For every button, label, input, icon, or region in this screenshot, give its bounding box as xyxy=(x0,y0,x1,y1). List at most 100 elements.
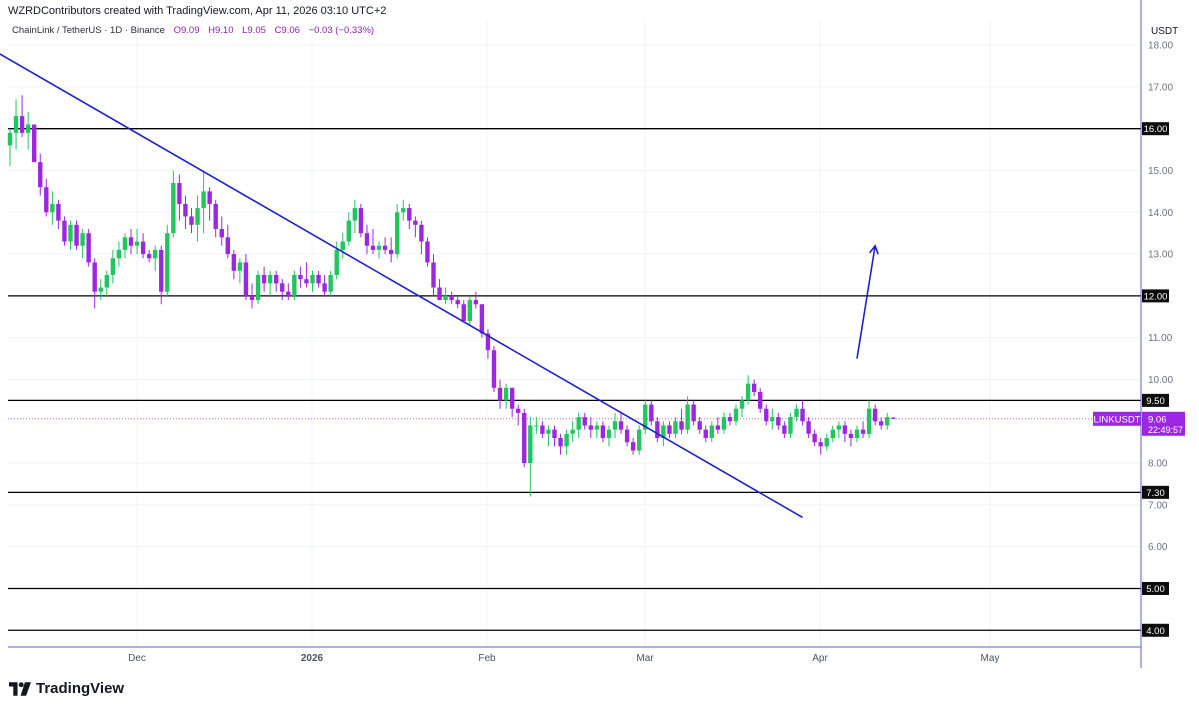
tradingview-logo-text: TradingView xyxy=(36,680,125,697)
candle xyxy=(503,383,509,409)
candle xyxy=(261,266,267,292)
candle-body xyxy=(540,425,545,434)
legend-change: −0.03 (−0.33%) xyxy=(308,25,375,36)
candle xyxy=(709,421,714,443)
candle xyxy=(751,379,757,397)
candle xyxy=(745,375,751,405)
level-price-label: 7.30 xyxy=(1146,488,1165,499)
candle-body xyxy=(727,417,733,422)
candle xyxy=(600,421,606,443)
candle xyxy=(116,241,122,267)
candle-body xyxy=(292,274,297,296)
candle xyxy=(255,270,261,305)
candle xyxy=(32,124,37,163)
candle xyxy=(885,412,890,430)
candle xyxy=(431,254,436,296)
candle-body xyxy=(715,425,721,430)
candle-body xyxy=(255,274,261,301)
level-price-box xyxy=(1142,485,1169,499)
candle-body xyxy=(32,124,37,163)
candle-body xyxy=(661,425,666,438)
candle-body xyxy=(564,433,569,447)
candle-body xyxy=(479,304,485,334)
candle xyxy=(546,425,551,447)
candles xyxy=(7,95,896,497)
candle-body xyxy=(19,116,25,133)
last-price-box xyxy=(1142,411,1185,436)
candle-body xyxy=(491,350,497,388)
candle-body xyxy=(594,425,600,430)
candle xyxy=(685,396,690,434)
candle xyxy=(794,404,799,422)
candle-body xyxy=(376,245,382,250)
symbol-legend[interactable]: ChainLink / TetherUS · 1D · Binance O9.0… xyxy=(12,25,374,36)
candle-body xyxy=(467,300,472,321)
candle-body xyxy=(140,241,146,255)
candle-body xyxy=(80,233,85,246)
candle-body xyxy=(600,425,606,438)
descending-trendline xyxy=(0,53,803,519)
candle-body xyxy=(316,274,321,284)
candle xyxy=(842,421,848,443)
price-tick-label: 8.00 xyxy=(1148,459,1168,470)
time-tick-label: Apr xyxy=(812,653,828,664)
candle xyxy=(165,224,170,296)
candle-body xyxy=(419,224,424,242)
candle xyxy=(340,233,345,259)
candle-body xyxy=(800,408,805,422)
candle-body xyxy=(134,241,140,246)
candle xyxy=(388,237,394,263)
candle xyxy=(370,229,376,255)
candle xyxy=(104,270,109,296)
candle xyxy=(19,95,25,138)
candle-body xyxy=(630,442,636,451)
candle-body xyxy=(528,425,533,464)
candle xyxy=(534,417,539,434)
candle-body xyxy=(153,249,158,259)
candle xyxy=(606,425,612,447)
candle-body xyxy=(612,421,618,430)
candle-body xyxy=(25,124,31,133)
candle-body xyxy=(552,429,557,438)
candle xyxy=(703,425,708,443)
candle-body xyxy=(770,417,775,422)
candle-body xyxy=(794,408,799,418)
candle xyxy=(376,241,382,259)
price-tick-label: 13.00 xyxy=(1148,250,1173,261)
candle xyxy=(419,220,424,255)
candle-body xyxy=(806,421,811,434)
candle xyxy=(661,421,666,447)
candle-body xyxy=(588,425,593,430)
candle xyxy=(310,270,315,292)
candle-body xyxy=(509,387,515,409)
candle-body xyxy=(836,425,842,430)
time-tick-label: Feb xyxy=(478,653,496,664)
candle-body xyxy=(62,220,67,242)
candle xyxy=(68,220,73,250)
candle xyxy=(92,258,97,309)
candle xyxy=(788,412,793,438)
candle-body xyxy=(310,274,315,284)
candle-body xyxy=(38,162,43,188)
candle-body xyxy=(116,249,122,259)
candle-body xyxy=(50,203,55,213)
candle xyxy=(50,191,55,225)
candle xyxy=(739,396,745,418)
candle-body xyxy=(830,429,835,438)
candle-body xyxy=(824,438,829,447)
price-tick-label: 15.00 xyxy=(1148,166,1173,177)
candle-body xyxy=(679,421,684,430)
symbol-tag-label: LINKUSDT xyxy=(1094,414,1141,425)
candle-body xyxy=(503,387,509,401)
candle-body xyxy=(879,421,884,426)
candle xyxy=(485,329,491,359)
candle xyxy=(594,421,600,438)
candle xyxy=(854,425,860,443)
time-tick-label: Mar xyxy=(636,653,654,664)
tradingview-logo[interactable]: TradingView xyxy=(9,680,124,697)
candle-body xyxy=(788,417,793,434)
price-tick-label: 11.00 xyxy=(1148,333,1173,344)
candle xyxy=(497,379,503,409)
candle xyxy=(576,412,581,438)
